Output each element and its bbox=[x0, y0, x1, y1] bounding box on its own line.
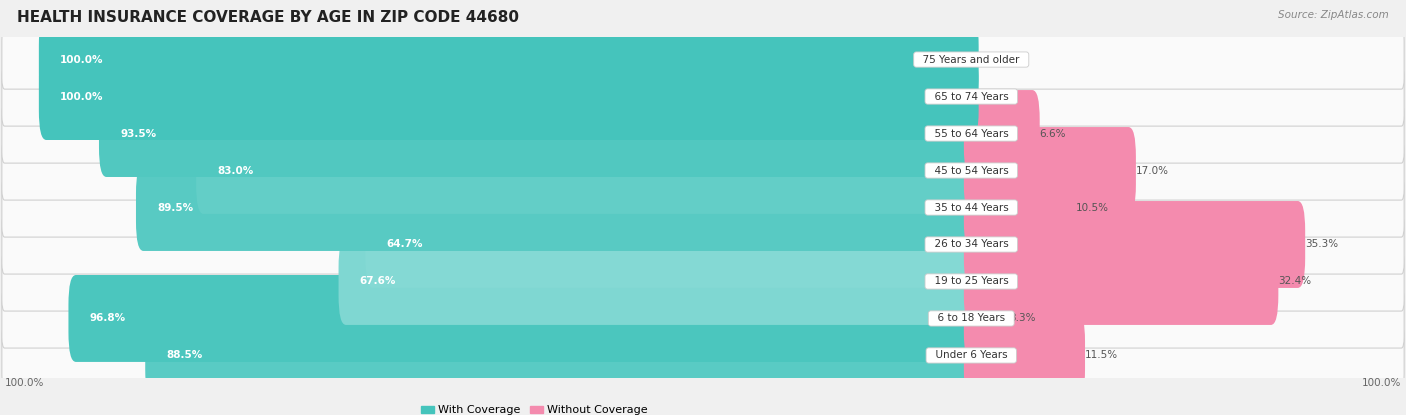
Text: 96.8%: 96.8% bbox=[90, 313, 127, 323]
Text: 11.5%: 11.5% bbox=[1085, 350, 1118, 361]
Text: 75 Years and older: 75 Years and older bbox=[917, 54, 1026, 65]
FancyBboxPatch shape bbox=[1, 141, 1405, 200]
FancyBboxPatch shape bbox=[1, 178, 1405, 237]
FancyBboxPatch shape bbox=[965, 312, 1085, 399]
FancyBboxPatch shape bbox=[965, 164, 1076, 251]
Text: 100.0%: 100.0% bbox=[60, 54, 104, 65]
Text: 32.4%: 32.4% bbox=[1278, 276, 1312, 286]
Text: 10.5%: 10.5% bbox=[1076, 203, 1109, 212]
Text: Under 6 Years: Under 6 Years bbox=[929, 350, 1014, 361]
Text: 19 to 25 Years: 19 to 25 Years bbox=[928, 276, 1015, 286]
Text: 55 to 64 Years: 55 to 64 Years bbox=[928, 129, 1015, 139]
FancyBboxPatch shape bbox=[965, 127, 1136, 214]
FancyBboxPatch shape bbox=[965, 90, 1039, 177]
FancyBboxPatch shape bbox=[69, 275, 979, 362]
Text: 100.0%: 100.0% bbox=[4, 378, 44, 388]
Text: 35 to 44 Years: 35 to 44 Years bbox=[928, 203, 1015, 212]
Text: 64.7%: 64.7% bbox=[387, 239, 423, 249]
FancyBboxPatch shape bbox=[965, 238, 1278, 325]
Text: 65 to 74 Years: 65 to 74 Years bbox=[928, 92, 1015, 102]
FancyBboxPatch shape bbox=[1, 67, 1405, 126]
FancyBboxPatch shape bbox=[195, 127, 979, 214]
Legend: With Coverage, Without Coverage: With Coverage, Without Coverage bbox=[416, 401, 652, 415]
Text: 100.0%: 100.0% bbox=[60, 92, 104, 102]
FancyBboxPatch shape bbox=[366, 201, 979, 288]
FancyBboxPatch shape bbox=[1, 30, 1405, 89]
Text: HEALTH INSURANCE COVERAGE BY AGE IN ZIP CODE 44680: HEALTH INSURANCE COVERAGE BY AGE IN ZIP … bbox=[17, 10, 519, 25]
Text: 100.0%: 100.0% bbox=[1362, 378, 1402, 388]
FancyBboxPatch shape bbox=[965, 275, 1010, 362]
Text: 0.0%: 0.0% bbox=[986, 92, 1011, 102]
FancyBboxPatch shape bbox=[1, 326, 1405, 385]
Text: Source: ZipAtlas.com: Source: ZipAtlas.com bbox=[1278, 10, 1389, 20]
FancyBboxPatch shape bbox=[98, 90, 979, 177]
FancyBboxPatch shape bbox=[1, 215, 1405, 274]
FancyBboxPatch shape bbox=[39, 53, 979, 140]
Text: 3.3%: 3.3% bbox=[1010, 313, 1036, 323]
Text: 6.6%: 6.6% bbox=[1039, 129, 1066, 139]
Text: 89.5%: 89.5% bbox=[157, 203, 194, 212]
FancyBboxPatch shape bbox=[1, 252, 1405, 311]
Text: 67.6%: 67.6% bbox=[360, 276, 396, 286]
Text: 17.0%: 17.0% bbox=[1136, 166, 1168, 176]
Text: 45 to 54 Years: 45 to 54 Years bbox=[928, 166, 1015, 176]
FancyBboxPatch shape bbox=[136, 164, 979, 251]
FancyBboxPatch shape bbox=[1, 289, 1405, 348]
FancyBboxPatch shape bbox=[145, 312, 979, 399]
FancyBboxPatch shape bbox=[339, 238, 979, 325]
Text: 35.3%: 35.3% bbox=[1305, 239, 1339, 249]
Text: 83.0%: 83.0% bbox=[218, 166, 253, 176]
Text: 93.5%: 93.5% bbox=[121, 129, 156, 139]
Text: 0.0%: 0.0% bbox=[986, 54, 1011, 65]
FancyBboxPatch shape bbox=[965, 201, 1305, 288]
FancyBboxPatch shape bbox=[1, 104, 1405, 163]
Text: 6 to 18 Years: 6 to 18 Years bbox=[931, 313, 1011, 323]
FancyBboxPatch shape bbox=[39, 16, 979, 103]
Text: 88.5%: 88.5% bbox=[166, 350, 202, 361]
Text: 26 to 34 Years: 26 to 34 Years bbox=[928, 239, 1015, 249]
